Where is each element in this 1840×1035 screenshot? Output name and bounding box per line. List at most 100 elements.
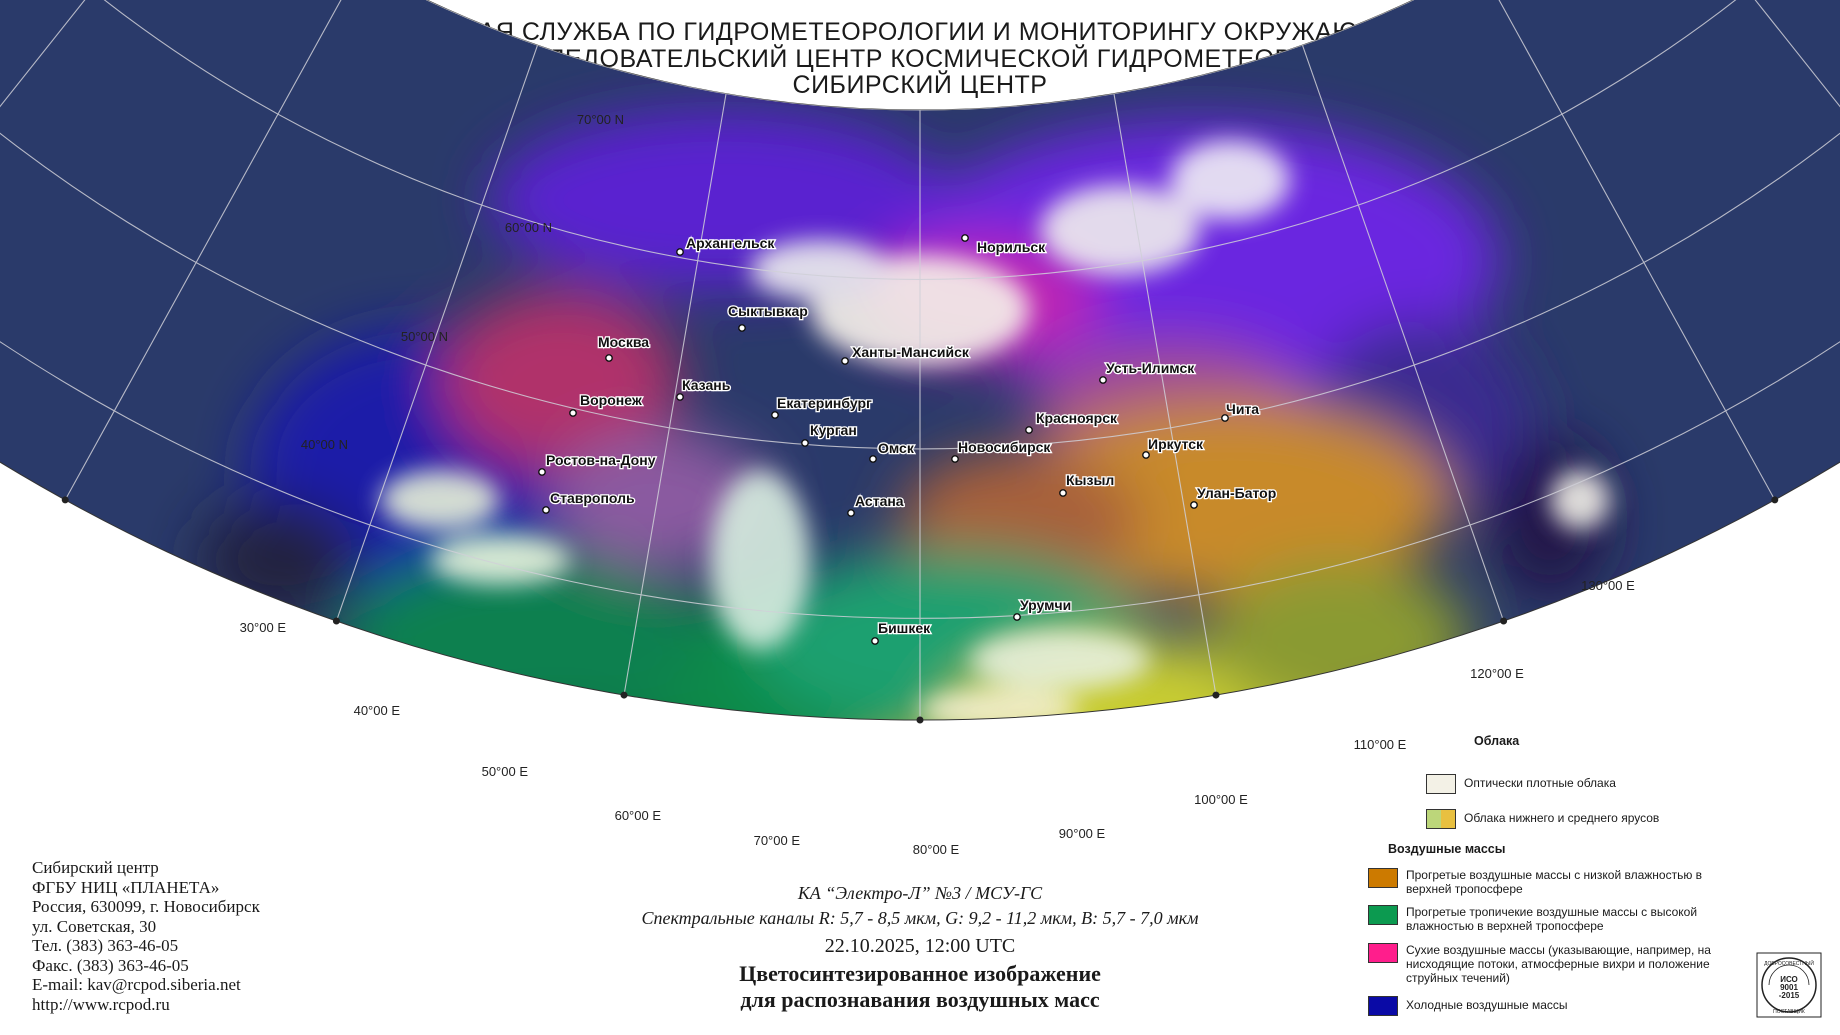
meridian-line (1113, 93, 1217, 696)
contact-line[interactable]: http://www.rcpod.ru (32, 994, 170, 1014)
meridian-tick (61, 496, 69, 504)
legend-item: Сухие воздушные массы (указывающие, напр… (1368, 943, 1746, 985)
longitude-label: 70°00 E (754, 833, 801, 848)
contact-line[interactable]: E-mail: kav@rcpod.siberia.net (32, 975, 241, 994)
meridian-line (1479, 0, 1776, 501)
city-label: Красноярск (1036, 410, 1118, 426)
iso-badge: ДОБРОСОВЕСТНЫЙ ПОСТАВЩИК ИСО 9001 -2015 (1756, 952, 1822, 1018)
legend-masses-title: Воздушные массы (1388, 842, 1506, 856)
latitude-label: 40°00 N (301, 437, 348, 452)
contact-block: Сибирский центр ФГБУ НИЦ «ПЛАНЕТА» Росси… (32, 858, 260, 1014)
latitude-label: 60°00 N (505, 220, 552, 235)
city-marker (1221, 414, 1229, 422)
city-labels: Архангельск Норильск Сыктывкар Ханты-Мансий… (538, 234, 1278, 645)
longitude-label: 130°00 E (1581, 578, 1635, 593)
city-marker (1099, 376, 1107, 384)
city-marker (542, 506, 550, 514)
legend-label: Прогретые тропичекие воздушные массы с в… (1406, 905, 1698, 933)
city-label: Кызыл (1066, 472, 1114, 488)
legend-label: Сухие воздушные массы (указывающие, напр… (1406, 943, 1711, 985)
legend-swatch-warm-dry (1368, 868, 1398, 888)
longitude-label: 100°00 E (1194, 792, 1248, 807)
city-label: Астана (855, 493, 904, 509)
longitude-label: 80°00 E (913, 842, 960, 857)
meridian-tick (620, 691, 628, 699)
meridian-tick (1500, 617, 1508, 625)
legend-label: Холодные воздушные массы (1406, 998, 1568, 1012)
meridian-line (1641, 0, 1840, 336)
city-label: Москва (598, 334, 649, 350)
svg-text:ДОБРОСОВЕСТНЫЙ: ДОБРОСОВЕСТНЫЙ (1764, 959, 1814, 967)
longitude-labels: 30°00 E 40°00 E 50°00 E 60°00 E 70°00 E 80°00… (61, 496, 1779, 857)
graticule (0, 0, 1840, 720)
city-label: Ростов-на-Дону (546, 452, 656, 468)
legend-item: Прогретые тропичекие воздушные массы с в… (1368, 905, 1706, 933)
contact-line: ул. Советская, 30 (32, 916, 157, 936)
city-label: Казань (682, 377, 731, 393)
city-label: Урумчи (1020, 597, 1071, 613)
city-marker (1025, 426, 1033, 434)
city-marker (771, 411, 779, 419)
city-marker (847, 509, 855, 517)
svg-text:ПОСТАВЩИК: ПОСТАВЩИК (1773, 1009, 1805, 1015)
city-marker (801, 439, 809, 447)
legend-item: Оптически плотные облака (1426, 774, 1804, 794)
legend: Облака Оптически плотные облака Облака н… (1360, 730, 1760, 1030)
legend-swatch-low (1426, 809, 1456, 829)
legend-item: Облака нижнего и среднего ярусов (1426, 809, 1804, 829)
contact-line: Факс. (383) 363-46-05 (32, 955, 189, 975)
city-marker (676, 393, 684, 401)
city-marker (1142, 451, 1150, 459)
legend-swatch-cold (1368, 996, 1398, 1016)
meridian-line (335, 44, 539, 622)
city-marker (569, 409, 577, 417)
meridian-line (1301, 44, 1505, 622)
city-marker (869, 455, 877, 463)
caption-satellite: КА “Электро-Л” №3 / МСУ-ГС (797, 883, 1043, 903)
city-marker (676, 248, 684, 256)
longitude-label: 40°00 E (354, 703, 401, 718)
contact-line: Россия, 630099, г. Новосибирск (32, 897, 260, 916)
legend-label: Прогретые воздушные массы с низкой влажн… (1406, 868, 1703, 896)
caption-title-1: Цветосинтезированное изображение (739, 961, 1101, 986)
city-label: Курган (810, 422, 857, 438)
legend-label: Оптически плотные облака (1464, 776, 1616, 790)
city-label: Ставрополь (550, 490, 635, 506)
city-marker (841, 357, 849, 365)
caption-title-2: для распознавания воздушных масс (740, 987, 1100, 1012)
city-label: Архангельск (686, 235, 775, 251)
city-marker (1059, 489, 1067, 497)
meridian-line (0, 0, 199, 336)
city-marker (605, 354, 613, 362)
caption-datetime: 22.10.2025, 12:00 UTC (824, 935, 1016, 957)
legend-item: Холодные воздушные массы (1368, 996, 1746, 1016)
legend-clouds-title: Облака (1474, 734, 1520, 748)
city-label: Омск (878, 440, 915, 456)
longitude-label: 30°00 E (240, 620, 287, 635)
legend-swatch-dry (1368, 943, 1398, 963)
meridian-tick (1771, 496, 1779, 504)
city-label: Сыктывкар (728, 303, 808, 319)
city-marker (871, 637, 879, 645)
longitude-label: 120°00 E (1470, 666, 1524, 681)
city-label: Новосибирск (958, 439, 1051, 455)
meridian-tick (1212, 691, 1220, 699)
city-label: Чита (1226, 401, 1259, 417)
latitude-label: 50°00 N (401, 329, 448, 344)
legend-item: Прогретые воздушные массы с низкой влажн… (1368, 868, 1706, 896)
city-marker (961, 234, 969, 242)
meridian-line (623, 93, 727, 696)
longitude-label: 90°00 E (1059, 826, 1106, 841)
longitude-label: 50°00 E (482, 764, 529, 779)
city-label: Улан-Батор (1197, 485, 1276, 501)
city-label: Екатеринбург (777, 395, 872, 411)
legend-swatch-warm-moist (1368, 905, 1398, 925)
city-label: Усть-Илимск (1106, 360, 1195, 376)
city-marker (1190, 501, 1198, 509)
city-marker (738, 324, 746, 332)
contact-line: Тел. (383) 363-46-05 (32, 936, 179, 955)
legend-swatch-dense (1426, 774, 1456, 794)
caption-channels: Спектральные каналы R: 5,7 - 8,5 мкм, G:… (641, 908, 1199, 928)
